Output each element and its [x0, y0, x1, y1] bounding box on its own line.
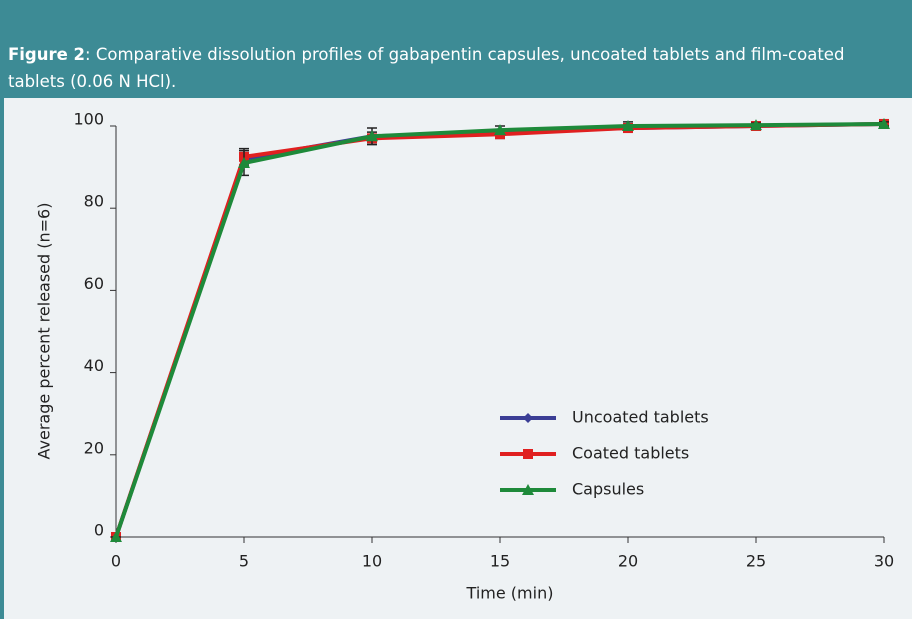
y-axis-label: Average percent released (n=6)	[35, 203, 54, 460]
y-tick-label: 0	[94, 521, 104, 540]
figure-caption: : Comparative dissolution profiles of ga…	[8, 45, 845, 91]
marker	[238, 156, 250, 168]
marker	[750, 119, 762, 131]
legend-label: Coated tablets	[572, 444, 689, 463]
x-tick-label: 20	[618, 552, 638, 571]
marker	[110, 531, 122, 542]
x-tick-label: 5	[239, 552, 249, 571]
x-tick-label: 30	[874, 552, 894, 571]
marker	[523, 413, 533, 423]
marker	[494, 124, 506, 136]
x-tick-label: 25	[746, 552, 766, 571]
marker	[523, 449, 533, 459]
x-axis-label: Time (min)	[466, 584, 554, 603]
x-tick-label: 15	[490, 552, 510, 571]
legend-label: Uncoated tablets	[572, 408, 709, 427]
y-tick-label: 40	[84, 356, 104, 375]
marker	[878, 117, 890, 129]
marker	[522, 484, 534, 495]
y-tick-label: 60	[84, 274, 104, 293]
y-tick-label: 80	[84, 192, 104, 211]
marker	[622, 120, 634, 131]
series-line	[114, 121, 885, 538]
series-line	[114, 121, 885, 538]
series-line	[114, 121, 885, 538]
marker	[366, 130, 378, 142]
side-bar	[0, 98, 4, 619]
figure-header: Figure 2: Comparative dissolution profil…	[0, 0, 912, 98]
x-tick-label: 0	[111, 552, 121, 571]
y-tick-label: 100	[73, 110, 104, 129]
figure-label: Figure 2	[8, 45, 86, 64]
y-tick-label: 20	[84, 438, 104, 457]
legend-label: Capsules	[572, 480, 644, 499]
x-tick-label: 10	[362, 552, 382, 571]
